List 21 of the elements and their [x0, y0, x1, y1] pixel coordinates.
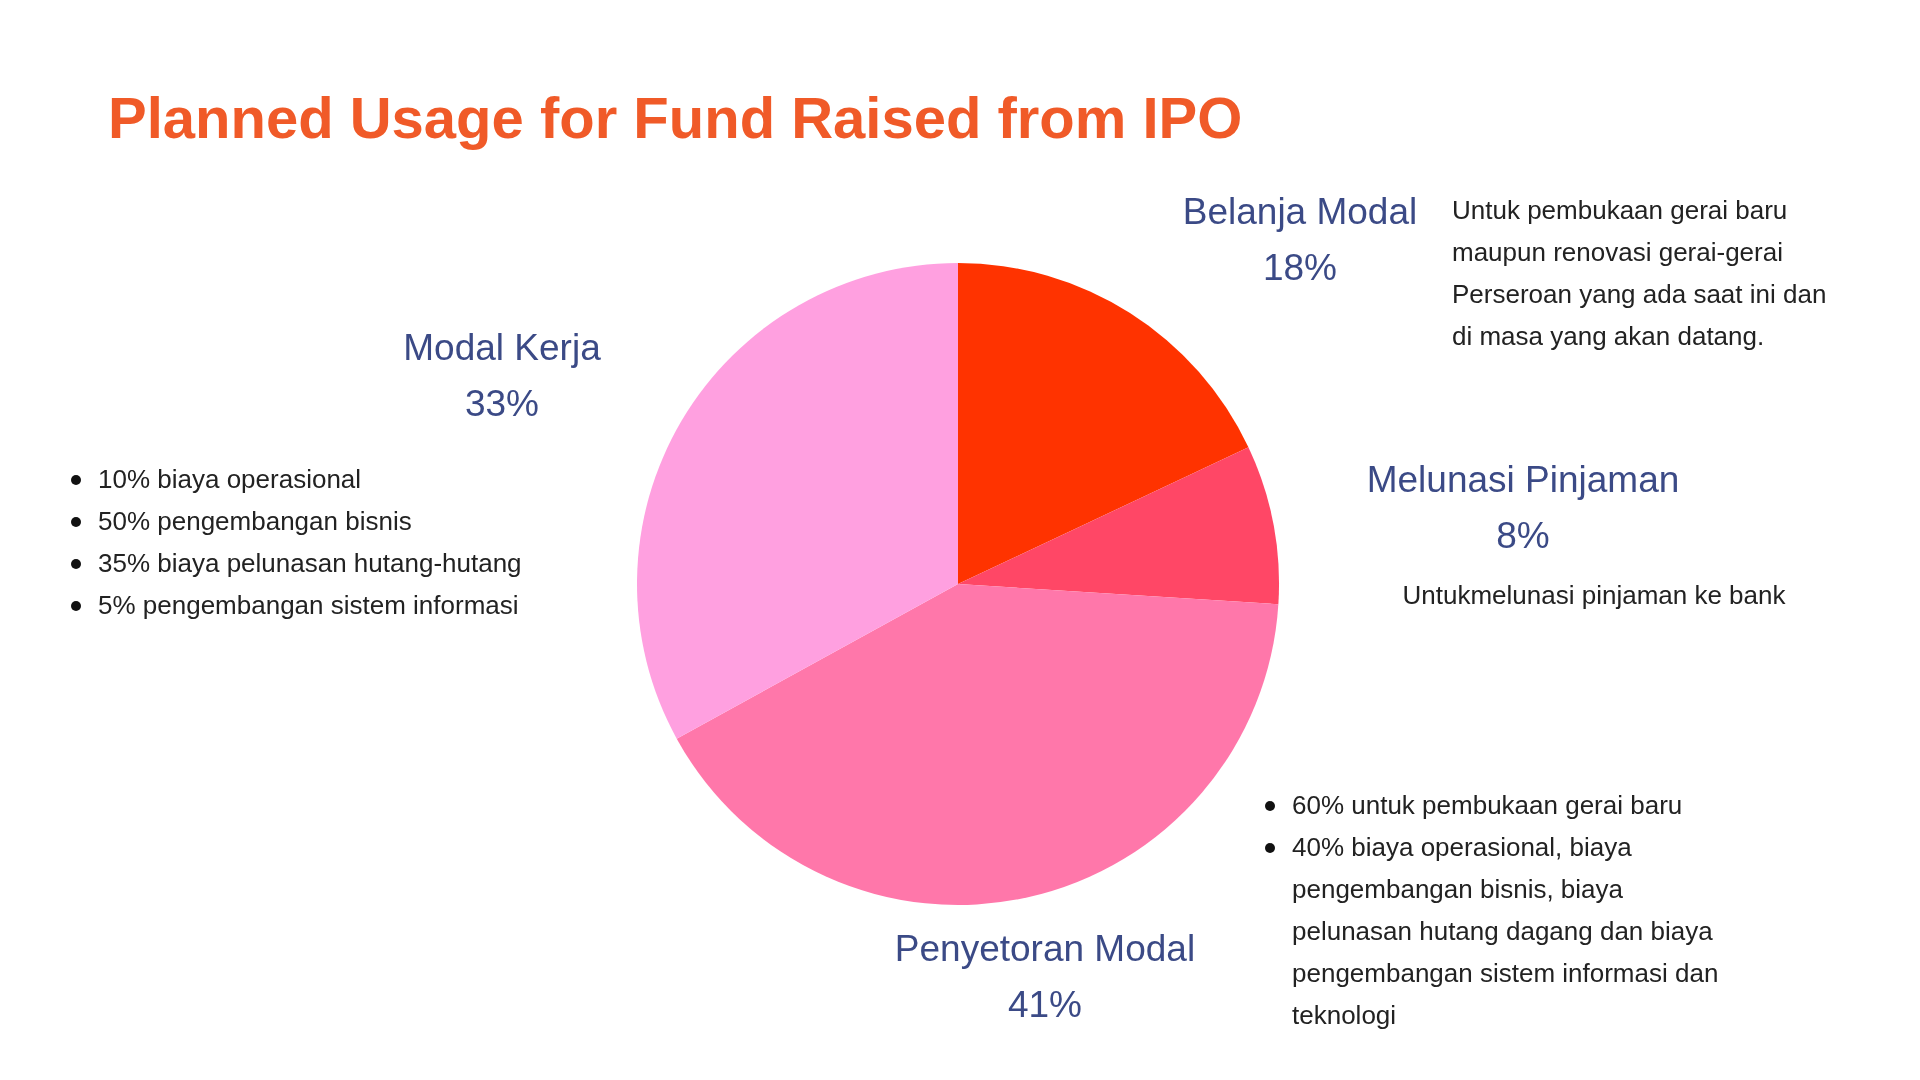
- text: 40% biaya operasional, biaya pengembangan bisnis, biaya pelunasan hutang dagang dan biaya pengembangan sistem informasi dan teknologi: [1292, 832, 1719, 1030]
- pie-slice: [958, 263, 1249, 584]
- data-label: 18%: [1262, 247, 1338, 288]
- slice-label: Belanja Modal: [1182, 191, 1418, 232]
- text: 5% pengembangan sistem informasi: [98, 590, 519, 620]
- slice-label: Melunasi Pinjaman: [1366, 459, 1680, 500]
- text: 35% biaya pelunasan hutang-hutang: [98, 548, 522, 578]
- text: Untukmelunasi pinjaman ke bank: [1402, 580, 1787, 610]
- text: 50% pengembangan bisnis: [98, 506, 412, 536]
- chart-title: Planned Usage for Fund Raised from IPO: [108, 85, 1243, 150]
- slice-label: Modal Kerja: [403, 327, 602, 368]
- data-label: 33%: [464, 383, 540, 424]
- pie-slice: [676, 584, 1279, 905]
- text: Untuk pembukaan gerai baru maupun renovasi gerai-gerai Perseroan yang ada saat ini dan di masa yang akan datang.: [1452, 195, 1827, 351]
- data-label: 41%: [1007, 984, 1083, 1025]
- pie-slice: [958, 447, 1279, 605]
- data-label: 8%: [1496, 515, 1550, 556]
- text: 60% untuk pembukaan gerai baru: [1292, 790, 1683, 820]
- text: 10% biaya operasional: [98, 464, 362, 494]
- slice-label: Penyetoran Modal: [894, 928, 1196, 969]
- pie-slice: [637, 263, 958, 739]
